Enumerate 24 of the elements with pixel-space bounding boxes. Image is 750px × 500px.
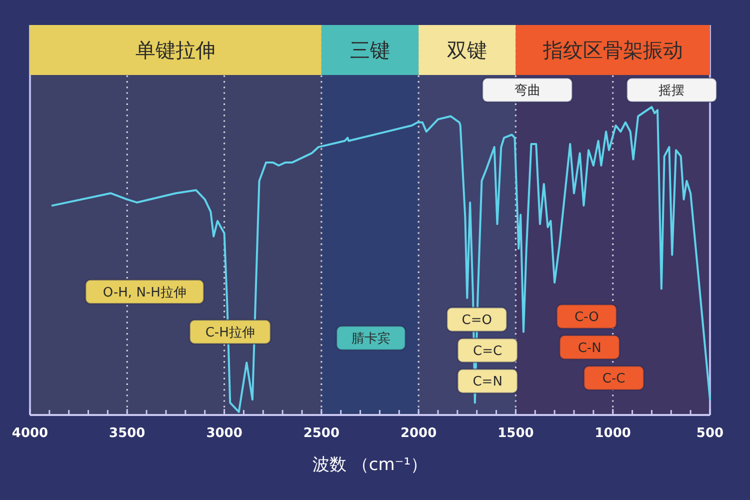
band-label: 单键拉伸 — [136, 38, 216, 62]
annotation: C=O — [462, 313, 492, 328]
x-tick-label: 1000 — [594, 426, 631, 441]
annotation: C-O — [574, 310, 599, 325]
x-tick-label: 3500 — [109, 426, 146, 441]
x-tick-label: 2000 — [400, 426, 437, 441]
annotation: C=C — [473, 344, 502, 359]
annotation: C-H拉伸 — [205, 325, 255, 340]
band-label: 双键 — [447, 38, 488, 62]
text: 摇摆 — [658, 84, 685, 99]
x-tick-label: 1500 — [498, 426, 534, 441]
x-tick-label: 500 — [696, 426, 724, 441]
annotation: 腈卡宾 — [351, 330, 390, 347]
x-axis-title: 波数 （cm⁻¹） — [312, 455, 428, 475]
x-tick-label: 4000 — [12, 426, 48, 441]
annotation: C-N — [578, 340, 602, 356]
band-label: 三键 — [350, 38, 390, 62]
x-tick-label: 3000 — [206, 426, 242, 441]
x-tick-label: 2500 — [303, 426, 340, 441]
text: 弯曲 — [514, 82, 540, 99]
annotation: O-H, N-H拉伸 — [102, 285, 186, 300]
band-label: 指纹区骨架振动 — [542, 38, 683, 62]
annotation: C=N — [472, 374, 502, 390]
annotation: C-C — [602, 372, 626, 387]
